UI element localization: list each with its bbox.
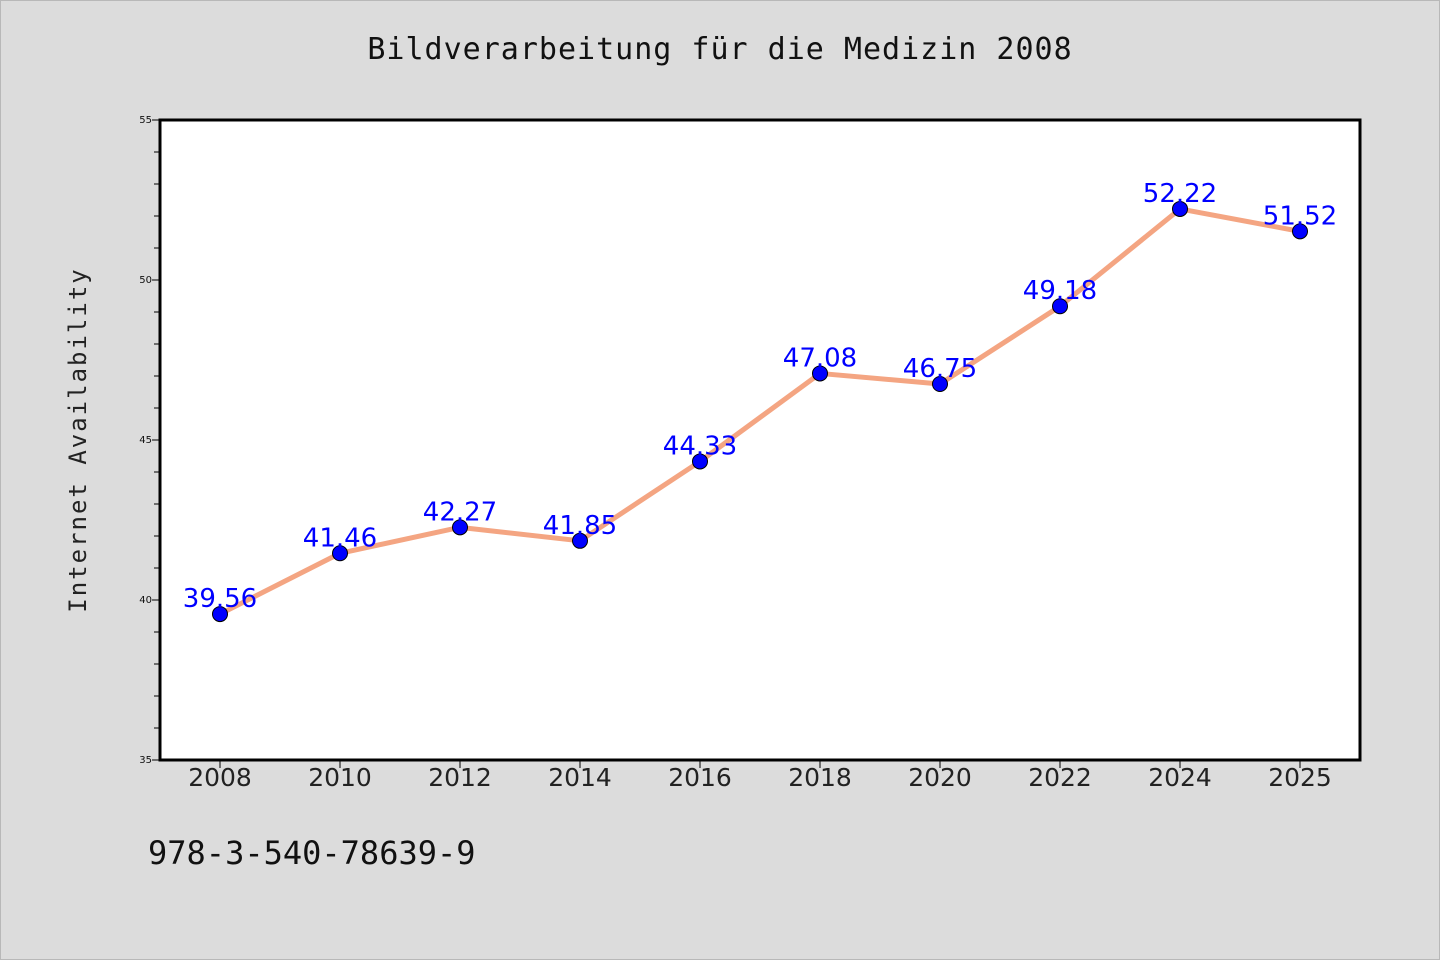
y-tick-label: 40: [139, 595, 152, 606]
data-labels: 39.56 41.46 42.27 41.85 44.33 47.08 46.75 49.18…: [183, 179, 1337, 614]
y-tick-label: 55: [139, 115, 152, 126]
y-axis: 35 40 45 50 55: [139, 115, 160, 766]
chart-title: Bildverarbeitung für die Medizin 2008: [367, 32, 1073, 67]
data-point: [1172, 200, 1188, 217]
x-axis: 2008 2010 2012 2014 2016 2018 2020 2022 2024 2025: [188, 760, 1332, 792]
y-tick-label: 45: [139, 435, 152, 446]
data-label: 49.18: [1023, 276, 1097, 306]
data-point: [452, 519, 468, 536]
x-tick-label: 2008: [188, 763, 252, 792]
y-tick-label: 50: [139, 275, 152, 286]
data-point: [692, 453, 708, 470]
x-tick-label: 2020: [908, 763, 972, 792]
data-label: 44.33: [663, 431, 737, 461]
x-tick-label: 2012: [428, 763, 492, 792]
data-label: 42.27: [423, 497, 497, 527]
data-point: [332, 545, 348, 562]
data-point: [1292, 223, 1308, 240]
data-markers: [212, 200, 1308, 623]
x-tick-label: 2014: [548, 763, 612, 792]
data-label: 51.52: [1263, 201, 1337, 231]
y-tick-label: 35: [139, 755, 152, 766]
x-tick-label: 2025: [1268, 763, 1332, 792]
data-label: 52.22: [1143, 179, 1217, 209]
data-label: 39.56: [183, 584, 257, 614]
isbn-label: 978-3-540-78639-9: [148, 834, 476, 872]
data-point: [1052, 298, 1068, 315]
data-point: [212, 606, 228, 623]
data-point: [932, 376, 948, 392]
data-point: [572, 532, 588, 549]
data-label: 46.75: [903, 354, 977, 384]
data-point: [812, 365, 828, 382]
data-label: 47.08: [783, 343, 857, 373]
series-line: [218, 206, 1301, 617]
x-tick-label: 2024: [1148, 763, 1212, 792]
x-tick-label: 2010: [308, 763, 372, 792]
series-line-group: [218, 206, 1301, 617]
x-tick-label: 2016: [668, 763, 732, 792]
data-label: 41.85: [543, 511, 617, 541]
x-tick-label: 2018: [788, 763, 852, 792]
x-tick-label: 2022: [1028, 763, 1092, 792]
data-label: 41.46: [303, 523, 377, 553]
